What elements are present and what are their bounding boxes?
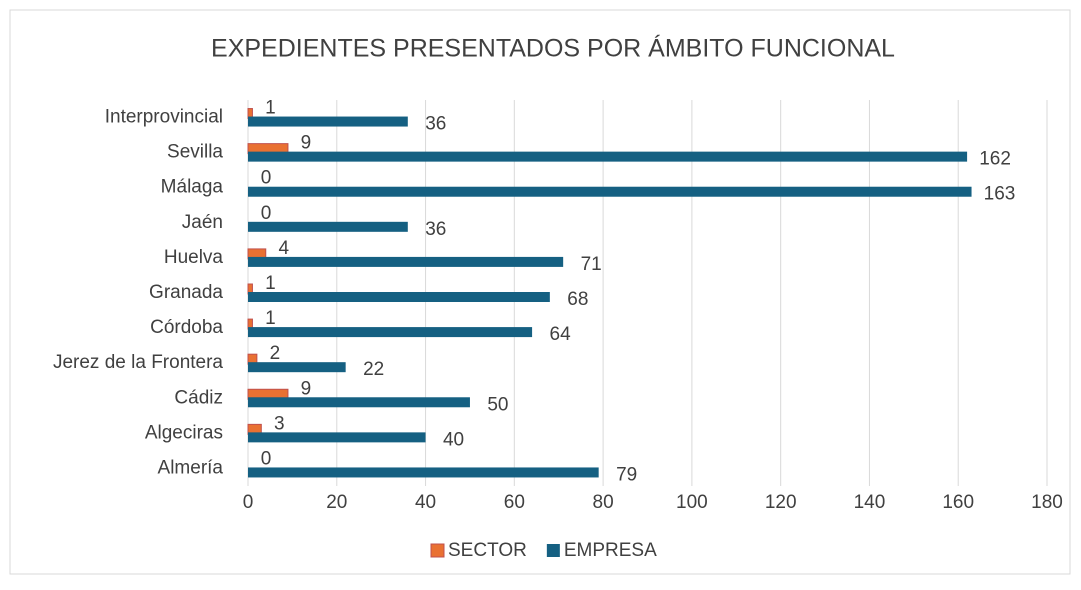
data-label: 64 [550, 324, 572, 345]
y-tick-label: Jerez de la Frontera [53, 352, 223, 373]
y-tick-label: Málaga [161, 177, 224, 198]
x-tick-label: 120 [765, 492, 797, 513]
data-label: 36 [425, 114, 446, 135]
bar [248, 362, 346, 373]
data-label: 79 [616, 464, 637, 485]
y-tick-label: Interprovincial [105, 107, 223, 128]
data-label: 50 [487, 394, 508, 415]
y-tick-label: Jaén [182, 212, 223, 233]
bar [248, 292, 550, 302]
data-label: 163 [984, 184, 1016, 205]
y-tick-label: Algeciras [145, 422, 223, 443]
bar [248, 327, 533, 338]
bar [248, 221, 408, 232]
data-label: 1 [265, 308, 276, 329]
legend-swatch [430, 543, 445, 558]
bar [248, 432, 426, 443]
y-tick-label: Córdoba [150, 317, 223, 338]
data-label: 1 [265, 98, 276, 119]
bar [248, 256, 564, 267]
data-label: 22 [363, 359, 384, 380]
data-label: 36 [425, 219, 446, 240]
x-tick-label: 60 [504, 492, 525, 513]
data-label: 1 [265, 273, 276, 294]
data-label: 0 [261, 168, 272, 189]
y-tick-label: Huelva [164, 247, 224, 268]
data-label: 40 [443, 429, 464, 450]
y-tick-label: Sevilla [167, 142, 223, 163]
y-tick-label: Granada [149, 282, 223, 303]
data-label: 2 [270, 343, 281, 364]
bar [248, 151, 968, 162]
legend-label: SECTOR [448, 540, 527, 561]
bar [248, 467, 599, 478]
x-tick-label: 0 [243, 492, 254, 513]
data-label: 71 [581, 254, 602, 275]
bar [248, 116, 408, 127]
data-label: 0 [261, 203, 272, 224]
x-tick-label: 20 [326, 492, 347, 513]
x-tick-label: 160 [942, 492, 974, 513]
legend-label: EMPRESA [564, 540, 657, 561]
data-label: 3 [274, 413, 285, 434]
chart-title: EXPEDIENTES PRESENTADOS POR ÁMBITO FUNCI… [211, 34, 895, 63]
data-label: 4 [278, 238, 289, 259]
data-label: 68 [567, 289, 588, 310]
bar [248, 397, 470, 408]
data-label: 162 [979, 149, 1011, 170]
y-tick-label: Cádiz [174, 387, 223, 408]
data-label: 9 [301, 133, 312, 154]
y-tick-label: Almería [158, 457, 224, 478]
x-tick-label: 80 [593, 492, 614, 513]
bar [248, 186, 972, 197]
data-label: 0 [261, 448, 272, 469]
x-tick-label: 140 [854, 492, 886, 513]
x-tick-label: 40 [415, 492, 436, 513]
x-tick-label: 100 [676, 492, 708, 513]
x-tick-label: 180 [1031, 492, 1063, 513]
data-label: 9 [301, 378, 312, 399]
legend-swatch [546, 544, 560, 557]
